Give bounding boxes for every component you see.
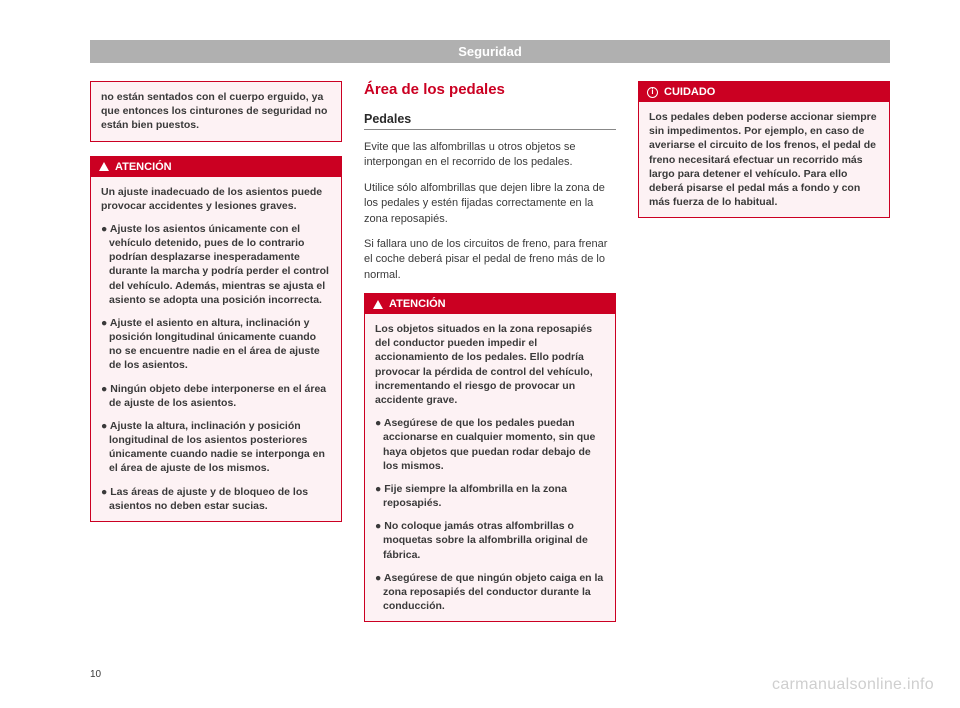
bullet-text: Fije siempre la alfombrilla en la zona r…	[383, 483, 567, 509]
watermark: carmanualsonline.info	[772, 676, 934, 694]
atencion-bullet: ● Fije siempre la alfombrilla en la zona…	[375, 482, 605, 510]
cuidado-text: Los pedales deben poderse accionar siemp…	[649, 110, 879, 209]
atencion-label: ATENCIÓN	[115, 161, 172, 173]
page: Seguridad no están sentados con el cuerp…	[0, 0, 960, 708]
atencion-header: ATENCIÓN	[365, 294, 615, 314]
column-1: no están sentados con el cuerpo erguido,…	[90, 81, 342, 636]
atencion-box-pedals: ATENCIÓN Los objetos situados en la zona…	[364, 293, 616, 622]
bullet-text: Ningún objeto debe interponerse en el ár…	[109, 383, 326, 409]
continuation-box: no están sentados con el cuerpo erguido,…	[90, 81, 342, 142]
section-title: Área de los pedales	[364, 81, 616, 98]
cuidado-label: CUIDADO	[664, 86, 715, 98]
bullet-text: Ajuste los asientos únicamente con el ve…	[109, 223, 329, 306]
bullet-text: Las áreas de ajuste y de bloqueo de los …	[109, 486, 308, 512]
atencion-header: ATENCIÓN	[91, 157, 341, 177]
bullet-text: Asegúrese de que ningún objeto caiga en …	[383, 572, 603, 612]
atencion-intro: Un ajuste inadecuado de los asientos pue…	[101, 185, 331, 213]
body-paragraph: Si fallara uno de los circuitos de freno…	[364, 237, 616, 283]
atencion-bullet: ● Ningún objeto debe interponerse en el …	[101, 382, 331, 410]
atencion-bullet: ● Asegúrese de que ningún objeto caiga e…	[375, 571, 605, 614]
atencion-bullet: ● Las áreas de ajuste y de bloqueo de lo…	[101, 485, 331, 513]
atencion-body: Los objetos situados en la zona reposapi…	[365, 314, 615, 621]
subsection-title: Pedales	[364, 112, 616, 130]
atencion-body: Un ajuste inadecuado de los asientos pue…	[91, 177, 341, 521]
atencion-bullet: ● Ajuste los asientos únicamente con el …	[101, 222, 331, 307]
atencion-bullet: ● Ajuste la altura, inclinación y posici…	[101, 419, 331, 476]
info-circle-icon: i	[647, 87, 658, 98]
body-paragraph: Utilice sólo alfombrillas que dejen libr…	[364, 181, 616, 227]
page-number: 10	[90, 669, 101, 680]
info-icon-char: i	[651, 88, 653, 96]
cuidado-box: i CUIDADO Los pedales deben poderse acci…	[638, 81, 890, 218]
page-header-title: Seguridad	[458, 44, 522, 59]
warning-triangle-icon	[373, 300, 383, 309]
warning-triangle-icon	[99, 162, 109, 171]
cuidado-body: Los pedales deben poderse accionar siemp…	[639, 102, 889, 217]
bullet-text: No coloque jamás otras alfombrillas o mo…	[383, 520, 588, 560]
column-3: i CUIDADO Los pedales deben poderse acci…	[638, 81, 890, 636]
atencion-label: ATENCIÓN	[389, 298, 446, 310]
bullet-text: Ajuste la altura, inclinación y posición…	[109, 420, 325, 475]
atencion-intro: Los objetos situados en la zona reposapi…	[375, 322, 605, 407]
bullet-text: Asegúrese de que los pedales puedan acci…	[383, 417, 595, 472]
bullet-text: Ajuste el asiento en altura, inclinación…	[109, 317, 320, 372]
continuation-text: no están sentados con el cuerpo erguido,…	[101, 91, 327, 131]
column-2: Área de los pedales Pedales Evite que la…	[364, 81, 616, 636]
body-paragraph: Evite que las alfombrillas u otros objet…	[364, 140, 616, 171]
atencion-bullet: ● No coloque jamás otras alfombrillas o …	[375, 519, 605, 562]
atencion-bullet: ● Asegúrese de que los pedales puedan ac…	[375, 416, 605, 473]
page-header-bar: Seguridad	[90, 40, 890, 63]
atencion-bullet: ● Ajuste el asiento en altura, inclinaci…	[101, 316, 331, 373]
cuidado-header: i CUIDADO	[639, 82, 889, 102]
column-container: no están sentados con el cuerpo erguido,…	[90, 81, 890, 636]
atencion-box-seats: ATENCIÓN Un ajuste inadecuado de los asi…	[90, 156, 342, 522]
